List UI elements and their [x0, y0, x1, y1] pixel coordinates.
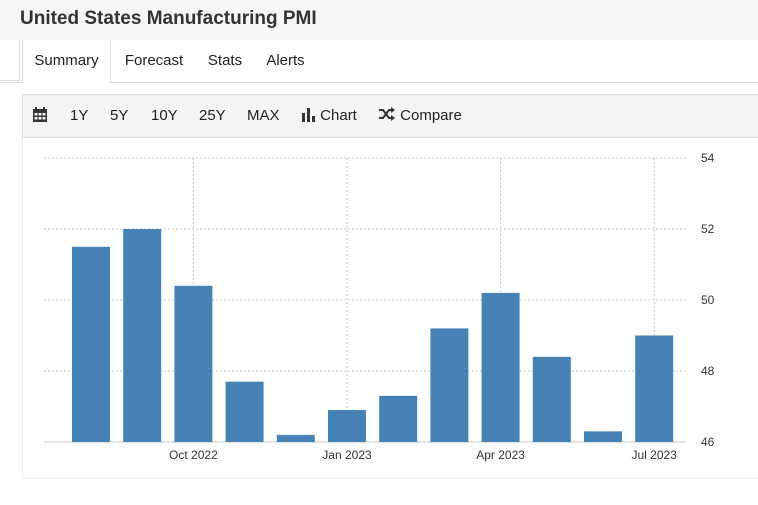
chart-button[interactable]: Chart — [301, 95, 357, 137]
tab-bar: Summary Forecast Stats Alerts — [0, 40, 758, 83]
x-tick-label: Apr 2023 — [476, 448, 525, 462]
range-max-button[interactable]: MAX — [247, 107, 280, 124]
bar[interactable] — [532, 356, 571, 442]
tab-stats[interactable]: Stats — [207, 52, 243, 69]
page-title: United States Manufacturing PMI — [20, 8, 317, 29]
range-25y-button[interactable]: 25Y — [199, 107, 226, 124]
chart-toolbar: 1Y 5Y 10Y 25Y MAX Chart Compare — [22, 94, 758, 138]
tab-summary[interactable]: Summary — [22, 40, 111, 83]
bar[interactable] — [328, 410, 366, 442]
compare-button-label: Compare — [400, 107, 462, 124]
y-tick-label: 52 — [701, 222, 715, 236]
bar[interactable] — [584, 431, 622, 442]
range-5y-button[interactable]: 5Y — [110, 107, 129, 124]
y-tick-label: 50 — [701, 293, 715, 307]
range-10y-button[interactable]: 10Y — [151, 107, 178, 124]
bar[interactable] — [276, 434, 315, 442]
range-1y-button[interactable]: 1Y — [70, 107, 89, 124]
x-tick-label: Jul 2023 — [632, 448, 678, 462]
x-axis-labels: Oct 2022 Jan 2023 Apr 2023 Jul 2023 — [169, 448, 677, 462]
calendar-icon[interactable] — [32, 95, 48, 137]
title-bar: United States Manufacturing PMI — [0, 0, 758, 41]
y-axis-labels: 46 48 50 52 54 — [701, 151, 715, 449]
tab-forecast[interactable]: Forecast — [124, 52, 184, 69]
y-tick-label: 48 — [701, 364, 715, 378]
bar[interactable] — [225, 381, 264, 442]
bar[interactable] — [379, 395, 418, 442]
bars — [72, 229, 674, 443]
y-tick-label: 46 — [701, 435, 715, 449]
bar[interactable] — [481, 292, 520, 442]
shuffle-icon — [378, 107, 400, 124]
bar[interactable] — [430, 328, 469, 442]
chart-button-label: Chart — [320, 107, 357, 124]
x-tick-label: Oct 2022 — [169, 448, 218, 462]
bar[interactable] — [174, 285, 213, 442]
compare-button[interactable]: Compare — [378, 95, 462, 137]
bar[interactable] — [72, 246, 110, 442]
chart-panel — [22, 137, 758, 479]
y-tick-label: 54 — [701, 151, 715, 165]
bar[interactable] — [123, 229, 162, 442]
bar-chart-icon — [301, 107, 320, 124]
tab-alerts[interactable]: Alerts — [266, 52, 305, 69]
x-tick-label: Jan 2023 — [322, 448, 372, 462]
bar[interactable] — [635, 335, 674, 443]
tab-bar-edge — [0, 40, 20, 81]
